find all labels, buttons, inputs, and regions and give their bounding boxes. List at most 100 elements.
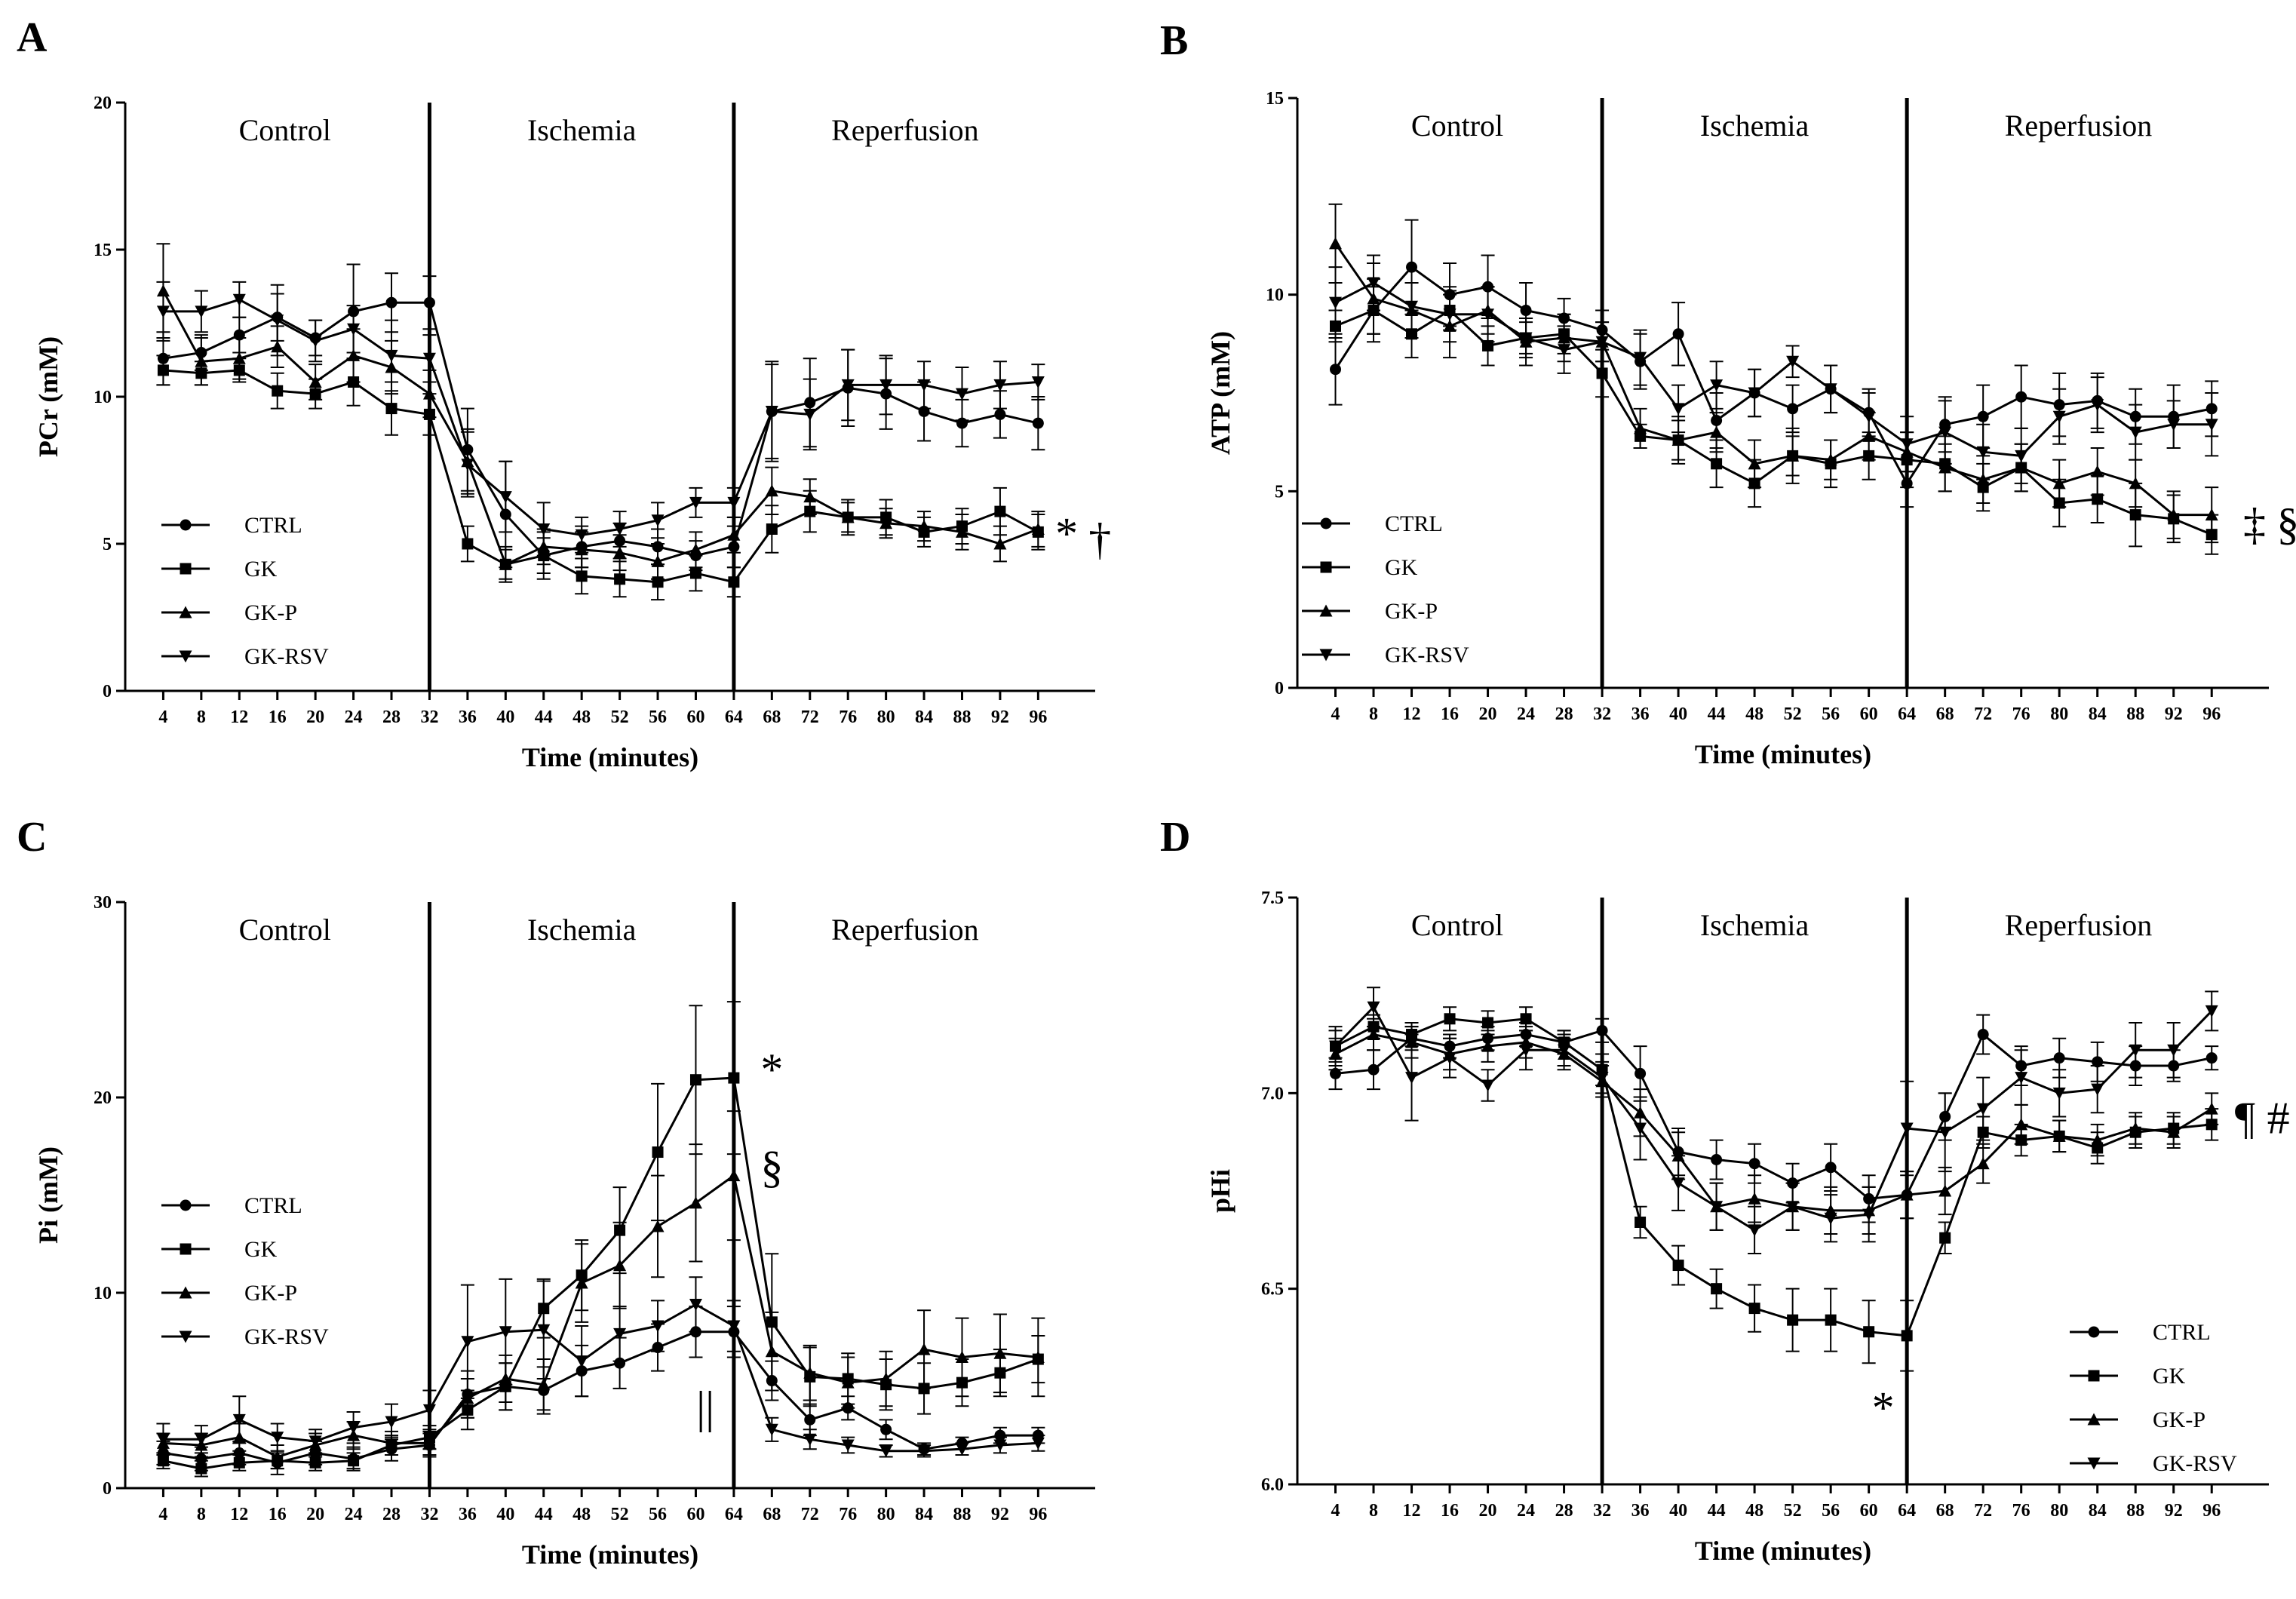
data-point-d xyxy=(2205,1102,2218,1115)
data-point-c xyxy=(1031,1437,1045,1450)
series-line-a xyxy=(163,369,1039,584)
x-tick-label-b: 52 xyxy=(1784,704,1802,724)
annotation-b: § xyxy=(2276,499,2296,549)
x-tick-label-a: 76 xyxy=(839,707,857,727)
x-tick-label-b: 44 xyxy=(1708,704,1726,724)
data-point-b xyxy=(2015,450,2028,462)
data-point-a xyxy=(308,376,322,388)
data-point-a xyxy=(879,379,893,391)
data-point-c xyxy=(537,1324,551,1337)
data-point-b xyxy=(1406,261,1418,273)
x-tick-label-a: 72 xyxy=(801,707,819,727)
annotation-b: ‡ xyxy=(2243,499,2266,549)
data-point-a xyxy=(765,484,778,497)
x-tick-label-c: 28 xyxy=(382,1505,401,1524)
x-tick-label-c: 80 xyxy=(877,1505,895,1524)
x-tick-label-b: 68 xyxy=(1936,704,1954,724)
data-point-d xyxy=(1711,1154,1723,1166)
data-point-b xyxy=(1710,425,1724,438)
x-tick-label-b: 84 xyxy=(2089,704,2107,724)
data-point-d xyxy=(1481,1079,1495,1092)
data-point-c xyxy=(651,1320,665,1333)
series-line-b xyxy=(1334,281,2212,457)
data-point-a xyxy=(917,379,931,391)
data-point-c xyxy=(233,1447,245,1459)
data-point-d xyxy=(2091,1083,2104,1096)
data-point-a xyxy=(651,514,665,527)
data-point-c xyxy=(917,1343,931,1355)
legend-c: CTRL GK GK-P GK-RSV xyxy=(161,1193,329,1349)
x-tick-label-c: 44 xyxy=(535,1505,553,1524)
legend-label-b: GK xyxy=(1385,555,1418,580)
phase-label-c: Reperfusion xyxy=(831,913,979,947)
y-tick-label-c: 0 xyxy=(103,1479,112,1499)
data-point-b xyxy=(2129,509,2141,521)
data-point-b xyxy=(2052,410,2066,423)
annotation-a: † xyxy=(1088,514,1111,564)
data-point-a xyxy=(689,567,701,579)
data-point-c xyxy=(727,1169,741,1182)
data-point-a xyxy=(271,315,284,327)
data-point-c xyxy=(689,1074,701,1086)
data-point-d xyxy=(1824,1212,1837,1225)
y-tick-label-b: 10 xyxy=(1266,286,1284,305)
legend-marker-d xyxy=(2088,1326,2100,1338)
data-point-a xyxy=(994,408,1006,420)
data-point-b xyxy=(1976,446,1990,459)
data-point-a xyxy=(347,323,361,336)
y-tick-label-d: 7.0 xyxy=(1261,1084,1284,1103)
series-b-gk-rsv xyxy=(1328,254,2219,484)
data-point-b xyxy=(1824,383,1837,396)
data-point-b xyxy=(1519,332,1533,345)
data-point-c xyxy=(575,1276,588,1289)
annotation-c: || xyxy=(696,1383,714,1432)
x-tick-label-d: 84 xyxy=(2089,1501,2107,1521)
panel-label-b: B xyxy=(1160,17,1189,64)
x-tick-label-a: 16 xyxy=(269,707,287,727)
data-point-c xyxy=(461,1336,474,1349)
data-point-c xyxy=(841,1376,855,1389)
x-tick-label-a: 92 xyxy=(991,707,1009,727)
data-point-a xyxy=(499,491,512,504)
series-b-gk xyxy=(1328,286,2219,555)
x-tick-label-b: 40 xyxy=(1669,704,1687,724)
data-point-b xyxy=(1671,403,1685,416)
x-tick-label-a: 60 xyxy=(686,707,704,727)
x-tick-label-a: 20 xyxy=(306,707,324,727)
data-point-a xyxy=(803,490,817,503)
x-tick-label-b: 24 xyxy=(1517,704,1535,724)
series-line-a xyxy=(163,301,1039,557)
data-point-a xyxy=(195,305,208,318)
data-point-a xyxy=(1031,376,1045,388)
data-point-b xyxy=(1824,453,1837,466)
x-axis-title-b: Time (minutes) xyxy=(1695,739,1871,769)
y-tick-label-b: 5 xyxy=(1275,482,1284,502)
x-tick-label-d: 52 xyxy=(1784,1501,1802,1521)
series-line-b xyxy=(1334,265,2212,486)
x-tick-label-a: 8 xyxy=(197,707,206,727)
chart-panel-d: 6.06.57.07.54 8 12 16 20 24 28 32 36 40 44 48 52 56 60… xyxy=(1205,889,2290,1566)
data-point-b xyxy=(1330,364,1342,376)
annotation-d: * xyxy=(1872,1383,1895,1432)
data-point-d xyxy=(1825,1314,1837,1326)
data-point-b xyxy=(2205,508,2218,521)
series-c-gk xyxy=(156,1001,1045,1478)
x-tick-label-a: 12 xyxy=(230,707,248,727)
data-point-d xyxy=(1748,1192,1761,1205)
data-point-c xyxy=(803,1366,817,1379)
phase-label-d: Ischemia xyxy=(1700,908,1809,942)
data-point-d xyxy=(1748,1303,1760,1315)
x-tick-label-a: 40 xyxy=(496,707,514,727)
data-point-d xyxy=(1711,1283,1723,1295)
series-line-a xyxy=(163,298,1039,536)
data-point-d xyxy=(1862,1208,1876,1221)
series-d-gk-rsv xyxy=(1328,987,2219,1254)
data-point-c xyxy=(614,1357,626,1369)
data-point-a xyxy=(994,505,1006,517)
data-point-d xyxy=(2129,1122,2142,1134)
series-line-b xyxy=(1334,243,2212,517)
legend-label-d: CTRL xyxy=(2153,1320,2211,1345)
y-tick-label-c: 30 xyxy=(94,893,112,913)
y-tick-label-d: 7.5 xyxy=(1261,889,1284,908)
